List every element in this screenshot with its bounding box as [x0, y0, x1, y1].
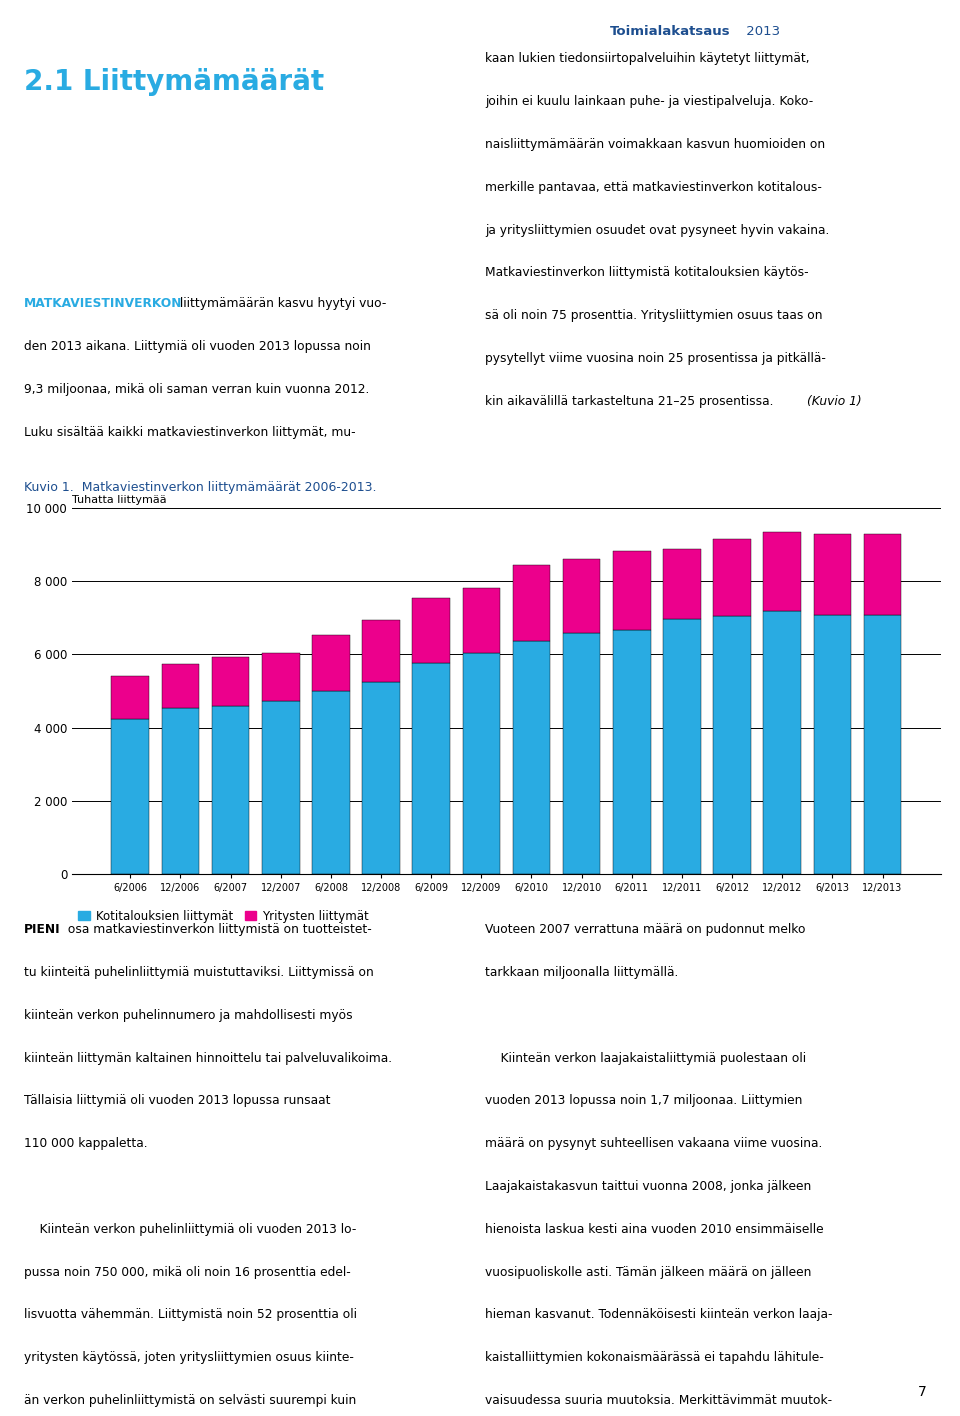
- Text: tu kiinteitä puhelinliittymiä muistuttaviksi. Liittymissä on: tu kiinteitä puhelinliittymiä muistuttav…: [24, 966, 373, 978]
- Bar: [362, 681, 399, 874]
- Text: hieman kasvanut. Todennäköisesti kiinteän verkon laaja-: hieman kasvanut. Todennäköisesti kiinteä…: [485, 1308, 832, 1321]
- Text: Luku sisältää kaikki matkaviestinverkon liittymät, mu-: Luku sisältää kaikki matkaviestinverkon …: [24, 426, 355, 439]
- Bar: [663, 619, 701, 874]
- Text: 110 000 kappaletta.: 110 000 kappaletta.: [24, 1137, 148, 1150]
- Text: Tuhatta liittymää: Tuhatta liittymää: [72, 494, 167, 504]
- Text: 2013: 2013: [742, 25, 780, 38]
- Bar: [713, 616, 751, 874]
- Text: 7: 7: [918, 1385, 926, 1399]
- Bar: [262, 701, 300, 874]
- Text: yritysten käytössä, joten yritysliittymien osuus kiinte-: yritysten käytössä, joten yritysliittymi…: [24, 1351, 354, 1364]
- Bar: [161, 664, 200, 708]
- Text: kaan lukien tiedonsiirtopalveluihin käytetyt liittymät,: kaan lukien tiedonsiirtopalveluihin käyt…: [485, 52, 809, 65]
- Text: ja yritysliittymien osuudet ovat pysyneet hyvin vakaina.: ja yritysliittymien osuudet ovat pysynee…: [485, 224, 829, 236]
- Text: hienoista laskua kesti aina vuoden 2010 ensimmäiselle: hienoista laskua kesti aina vuoden 2010 …: [485, 1223, 824, 1236]
- Text: 9,3 miljoonaa, mikä oli saman verran kuin vuonna 2012.: 9,3 miljoonaa, mikä oli saman verran kui…: [24, 382, 370, 396]
- Text: määrä on pysynyt suhteellisen vakaana viime vuosina.: määrä on pysynyt suhteellisen vakaana vi…: [485, 1137, 822, 1150]
- Bar: [864, 534, 901, 615]
- Bar: [613, 551, 651, 630]
- Bar: [563, 633, 600, 874]
- Bar: [362, 620, 399, 681]
- Bar: [312, 691, 349, 874]
- Text: Kuvio 1.  Matkaviestinverkon liittymämäärät 2006-2013.: Kuvio 1. Matkaviestinverkon liittymämäär…: [24, 481, 376, 494]
- Text: Toimialakatsaus: Toimialakatsaus: [610, 25, 731, 38]
- Text: pysytellyt viime vuosina noin 25 prosentissa ja pitkällä-: pysytellyt viime vuosina noin 25 prosent…: [485, 353, 826, 365]
- Bar: [713, 539, 751, 616]
- Text: vuosipuoliskolle asti. Tämän jälkeen määrä on jälleen: vuosipuoliskolle asti. Tämän jälkeen mää…: [485, 1266, 811, 1279]
- Text: naisliittymämäärän voimakkaan kasvun huomioiden on: naisliittymämäärän voimakkaan kasvun huo…: [485, 137, 825, 152]
- Text: osa matkaviestinverkon liittymistä on tuotteistet-: osa matkaviestinverkon liittymistä on tu…: [64, 923, 372, 936]
- Text: 2.1 Liittymämäärät: 2.1 Liittymämäärät: [24, 68, 324, 96]
- Text: MATKAVIESTINVERKON: MATKAVIESTINVERKON: [24, 297, 182, 310]
- Legend: Kotitalouksien liittymät, Yritysten liittymät: Kotitalouksien liittymät, Yritysten liit…: [78, 909, 370, 923]
- Bar: [613, 630, 651, 874]
- Text: Matkaviestinverkon liittymistä kotitalouksien käytös-: Matkaviestinverkon liittymistä kotitalou…: [485, 266, 808, 279]
- Bar: [813, 534, 852, 615]
- Text: kiinteän liittymän kaltainen hinnoittelu tai palveluvalikoima.: kiinteän liittymän kaltainen hinnoittelu…: [24, 1052, 392, 1065]
- Bar: [312, 634, 349, 691]
- Bar: [111, 719, 149, 874]
- Bar: [864, 615, 901, 874]
- Text: den 2013 aikana. Liittymiä oli vuoden 2013 lopussa noin: den 2013 aikana. Liittymiä oli vuoden 20…: [24, 340, 371, 353]
- Text: joihin ei kuulu lainkaan puhe- ja viestipalveluja. Koko-: joihin ei kuulu lainkaan puhe- ja viesti…: [485, 95, 813, 108]
- Bar: [212, 707, 250, 874]
- Bar: [413, 598, 450, 663]
- Text: lisvuotta vähemmän. Liittymistä noin 52 prosenttia oli: lisvuotta vähemmän. Liittymistä noin 52 …: [24, 1308, 357, 1321]
- Text: merkille pantavaa, että matkaviestinverkon kotitalous-: merkille pantavaa, että matkaviestinverk…: [485, 181, 822, 194]
- Text: liittymämäärän kasvu hyytyi vuo-: liittymämäärän kasvu hyytyi vuo-: [176, 297, 386, 310]
- Bar: [513, 565, 550, 640]
- Text: Tällaisia liittymiä oli vuoden 2013 lopussa runsaat: Tällaisia liittymiä oli vuoden 2013 lopu…: [24, 1095, 330, 1107]
- Bar: [513, 640, 550, 874]
- Text: Laajakaistakasvun taittui vuonna 2008, jonka jälkeen: Laajakaistakasvun taittui vuonna 2008, j…: [485, 1180, 811, 1194]
- Text: tarkkaan miljoonalla liittymällä.: tarkkaan miljoonalla liittymällä.: [485, 966, 678, 978]
- Bar: [763, 532, 801, 612]
- Text: Kiinteän verkon laajakaistaliittymiä puolestaan oli: Kiinteän verkon laajakaistaliittymiä puo…: [485, 1052, 806, 1065]
- Bar: [813, 615, 852, 874]
- Text: PIENI: PIENI: [24, 923, 60, 936]
- Bar: [413, 663, 450, 874]
- Text: vuoden 2013 lopussa noin 1,7 miljoonaa. Liittymien: vuoden 2013 lopussa noin 1,7 miljoonaa. …: [485, 1095, 803, 1107]
- Text: kiinteän verkon puhelinnumero ja mahdollisesti myös: kiinteän verkon puhelinnumero ja mahdoll…: [24, 1008, 352, 1022]
- Text: Kiinteän verkon puhelinliittymiä oli vuoden 2013 lo-: Kiinteän verkon puhelinliittymiä oli vuo…: [24, 1223, 356, 1236]
- Bar: [161, 708, 200, 874]
- Bar: [463, 588, 500, 653]
- Text: än verkon puhelinliittymistä on selvästi suurempi kuin: än verkon puhelinliittymistä on selvästi…: [24, 1393, 356, 1408]
- Text: sä oli noin 75 prosenttia. Yritysliittymien osuus taas on: sä oli noin 75 prosenttia. Yritysliittym…: [485, 309, 823, 323]
- Text: pussa noin 750 000, mikä oli noin 16 prosenttia edel-: pussa noin 750 000, mikä oli noin 16 pro…: [24, 1266, 350, 1279]
- Bar: [262, 653, 300, 701]
- Bar: [111, 677, 149, 719]
- Bar: [463, 653, 500, 874]
- Text: vaisuudessa suuria muutoksia. Merkittävimmät muutok-: vaisuudessa suuria muutoksia. Merkittävi…: [485, 1393, 832, 1408]
- Text: kaistalliittymien kokonaismäärässä ei tapahdu lähitule-: kaistalliittymien kokonaismäärässä ei ta…: [485, 1351, 824, 1364]
- Text: (Kuvio 1): (Kuvio 1): [807, 395, 862, 408]
- Bar: [212, 657, 250, 707]
- Bar: [563, 559, 600, 633]
- Text: Vuoteen 2007 verrattuna määrä on pudonnut melko: Vuoteen 2007 verrattuna määrä on pudonnu…: [485, 923, 805, 936]
- Bar: [663, 548, 701, 619]
- Text: kin aikavälillä tarkasteltuna 21–25 prosentissa.: kin aikavälillä tarkasteltuna 21–25 pros…: [485, 395, 778, 408]
- Bar: [763, 612, 801, 874]
